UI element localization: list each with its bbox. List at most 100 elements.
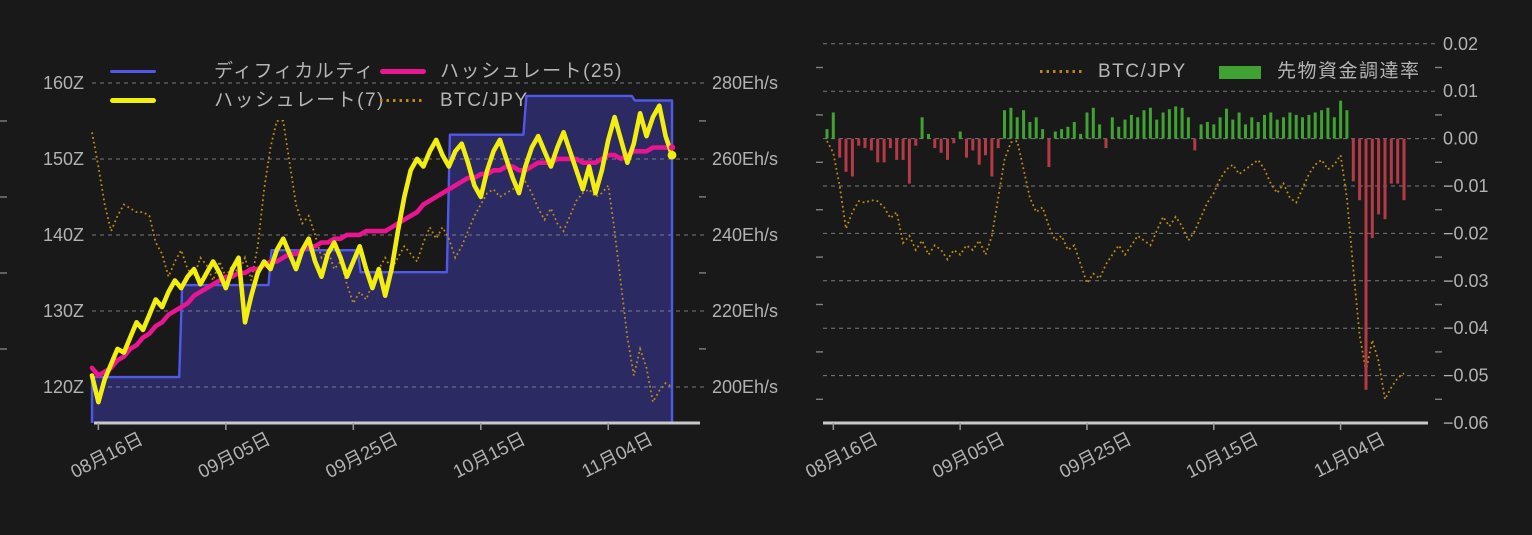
funding-bar-negative	[971, 138, 975, 151]
funding-bar-negative	[907, 138, 911, 184]
funding-bar-negative	[869, 138, 873, 151]
funding-bar-positive	[1345, 110, 1349, 139]
funding-bar-positive	[1326, 107, 1330, 139]
legend-label-funding-rate[interactable]: 先物資金調達率	[1277, 61, 1421, 82]
funding-bar-positive	[927, 133, 930, 139]
funding-bar-positive	[1332, 117, 1336, 139]
funding-bar-negative	[1104, 138, 1108, 149]
funding-bar-positive	[1041, 129, 1045, 139]
x-axis-date-label: 09月25日	[1056, 428, 1135, 482]
hashrate25-line-swatch-icon	[380, 69, 426, 74]
difficulty-line-swatch-icon	[110, 70, 156, 73]
funding-bar-positive	[1155, 119, 1159, 139]
funding-bar-positive	[1218, 117, 1222, 139]
legend-label-btcjpy-right[interactable]: BTC/JPY	[1098, 61, 1187, 82]
funding-bar-positive	[1294, 114, 1298, 139]
y-axis-left-label: 130Z	[43, 301, 84, 321]
funding-bar-positive	[1060, 129, 1064, 139]
funding-bar-positive	[1231, 119, 1235, 139]
funding-bar-negative	[850, 138, 854, 177]
y-axis-right-label: −0.06	[1443, 413, 1489, 433]
funding-bar-positive	[1186, 117, 1190, 139]
hashrate7-line-swatch-icon	[110, 98, 156, 103]
funding-bar-negative	[1358, 138, 1362, 201]
hashrate25-line	[89, 145, 675, 378]
y-axis-left-label: 150Z	[43, 149, 84, 169]
legend-item-funding-rate[interactable]	[1219, 66, 1409, 80]
funding-bar-positive	[1269, 112, 1273, 139]
legend-item-btcjpy-left[interactable]	[380, 99, 630, 107]
legend-label-btcjpy-left[interactable]: BTC/JPY	[440, 90, 529, 111]
funding-bar-negative	[990, 138, 994, 177]
legend-item-difficulty[interactable]	[110, 70, 360, 78]
legend-label-hashrate25[interactable]: ハッシュレート(25)	[440, 61, 623, 82]
funding-bar-negative	[1047, 138, 1051, 167]
x-axis-date-label: 10月15日	[1182, 428, 1261, 482]
y-axis-left-label: 120Z	[43, 377, 84, 397]
funding-bar-positive	[1180, 107, 1184, 139]
legend-label-difficulty[interactable]: ディフィカルティ	[214, 61, 376, 82]
funding-bar-positive	[1148, 107, 1152, 139]
right-plot-area[interactable]	[827, 44, 1404, 423]
funding-bar-positive	[1136, 117, 1140, 139]
funding-bar-positive	[1212, 124, 1216, 139]
funding-bar-positive	[1066, 126, 1070, 139]
x-axis-date-label: 09月05日	[929, 428, 1008, 482]
funding-bar-negative	[914, 138, 918, 146]
funding-bar-negative	[838, 138, 842, 158]
funding-bar-positive	[1142, 110, 1146, 139]
y-axis-right-label: 240Eh/s	[712, 225, 778, 245]
legend-item-hashrate7[interactable]	[110, 98, 360, 106]
x-axis-date-label: 11月04日	[1310, 428, 1388, 482]
funding-bar-negative	[876, 138, 880, 163]
funding-bar-positive	[1117, 126, 1121, 139]
funding-bar-positive	[1034, 117, 1038, 139]
y-axis-left-label: 140Z	[43, 225, 84, 245]
funding-bar-negative	[996, 138, 1000, 149]
funding-bar-positive	[1079, 133, 1083, 139]
y-axis-right-label: 260Eh/s	[712, 149, 778, 169]
y-axis-right-label: 200Eh/s	[712, 377, 778, 397]
funding-bar-negative	[965, 138, 968, 158]
funding-bar-positive	[1301, 117, 1304, 139]
funding-bar-positive	[1123, 119, 1127, 139]
funding-bar-positive	[1282, 117, 1285, 139]
funding-bar-positive	[1003, 110, 1006, 139]
funding-bar-positive	[1110, 117, 1114, 139]
funding-bar-positive	[825, 129, 829, 139]
y-axis-right-label: 0.02	[1443, 34, 1478, 54]
funding-bar-negative	[857, 138, 861, 146]
funding-bar-negative	[1402, 138, 1406, 201]
btcjpy-dotted-swatch-icon	[380, 99, 422, 102]
funding-bar-positive	[1167, 109, 1171, 139]
legend-item-btcjpy-right[interactable]	[1040, 70, 1190, 78]
funding-bar-positive	[1161, 112, 1165, 139]
funding-bar-negative	[1351, 138, 1355, 182]
hashrate7-end-marker	[667, 150, 677, 160]
funding-bar-positive	[1022, 110, 1026, 139]
funding-bar-negative	[1377, 138, 1381, 215]
funding-bar-negative	[863, 138, 867, 149]
y-axis-right-label: −0.01	[1443, 176, 1489, 196]
funding-bar-positive	[920, 117, 924, 139]
funding-bar-positive	[1199, 124, 1203, 139]
funding-bar-negative	[1364, 138, 1368, 390]
legend-label-hashrate7[interactable]: ハッシュレート(7)	[214, 90, 385, 111]
funding-bar-positive	[831, 112, 835, 139]
y-axis-right-label: −0.04	[1443, 318, 1489, 338]
funding-bar-positive	[1098, 124, 1102, 139]
funding-bar-negative	[984, 138, 987, 156]
funding-bar-positive	[1244, 124, 1247, 139]
funding-bar-positive	[1174, 106, 1178, 139]
funding-bar-negative	[952, 138, 956, 144]
y-axis-right-label: −0.03	[1443, 271, 1489, 291]
y-axis-right-label: 0.00	[1443, 129, 1478, 149]
legend-item-hashrate25[interactable]	[380, 69, 630, 77]
funding-bar-negative	[895, 138, 899, 160]
y-axis-right-label: −0.05	[1443, 366, 1489, 386]
funding-bar-positive	[1339, 100, 1343, 139]
funding-bar-positive	[1205, 122, 1209, 139]
funding-bar-negative	[933, 138, 937, 149]
